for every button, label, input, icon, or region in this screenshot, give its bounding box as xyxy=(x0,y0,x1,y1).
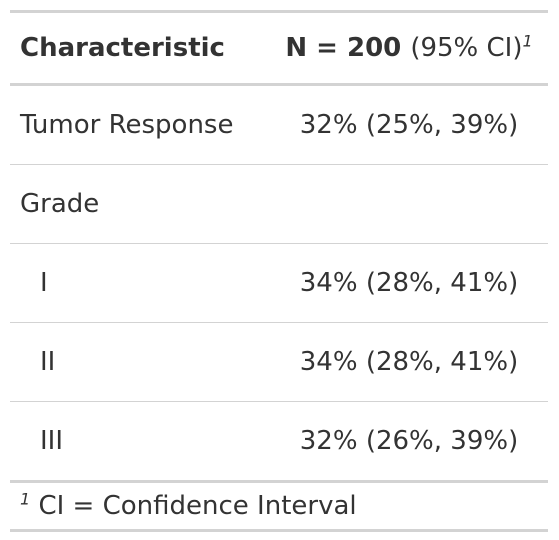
row-label: I xyxy=(10,243,270,323)
row-label: II xyxy=(10,322,270,402)
row-value: 34% (28%, 41%) xyxy=(270,322,548,402)
summary-table-container: Characteristic N = 200 (95% CI)1 Tumor R… xyxy=(10,10,548,532)
footnote-text: CI = Confidence Interval xyxy=(38,491,357,521)
header-characteristic: Characteristic xyxy=(10,11,270,86)
summary-table: Characteristic N = 200 (95% CI)1 Tumor R… xyxy=(10,10,548,483)
header-stat-main: N = 200 xyxy=(285,33,402,63)
row-label: Tumor Response xyxy=(10,84,270,165)
table-row: II 34% (28%, 41%) xyxy=(10,322,548,402)
row-value: 32% (25%, 39%) xyxy=(270,84,548,165)
table-row: Grade xyxy=(10,164,548,244)
table-row: I 34% (28%, 41%) xyxy=(10,243,548,323)
table-header-row: Characteristic N = 200 (95% CI)1 xyxy=(10,11,548,86)
row-label: III xyxy=(10,401,270,483)
footnote-mark: 1 xyxy=(20,489,31,509)
row-value: 34% (28%, 41%) xyxy=(270,243,548,323)
table-row: III 32% (26%, 39%) xyxy=(10,401,548,483)
row-label: Grade xyxy=(10,164,270,244)
header-footnote-mark: 1 xyxy=(522,31,533,51)
row-value: 32% (26%, 39%) xyxy=(270,401,548,483)
row-value xyxy=(270,164,548,244)
table-row: Tumor Response 32% (25%, 39%) xyxy=(10,84,548,165)
table-footnote: 1 CI = Confidence Interval xyxy=(10,483,548,532)
header-stat-paren: (95% CI) xyxy=(410,33,523,63)
header-statistic: N = 200 (95% CI)1 xyxy=(270,11,548,86)
